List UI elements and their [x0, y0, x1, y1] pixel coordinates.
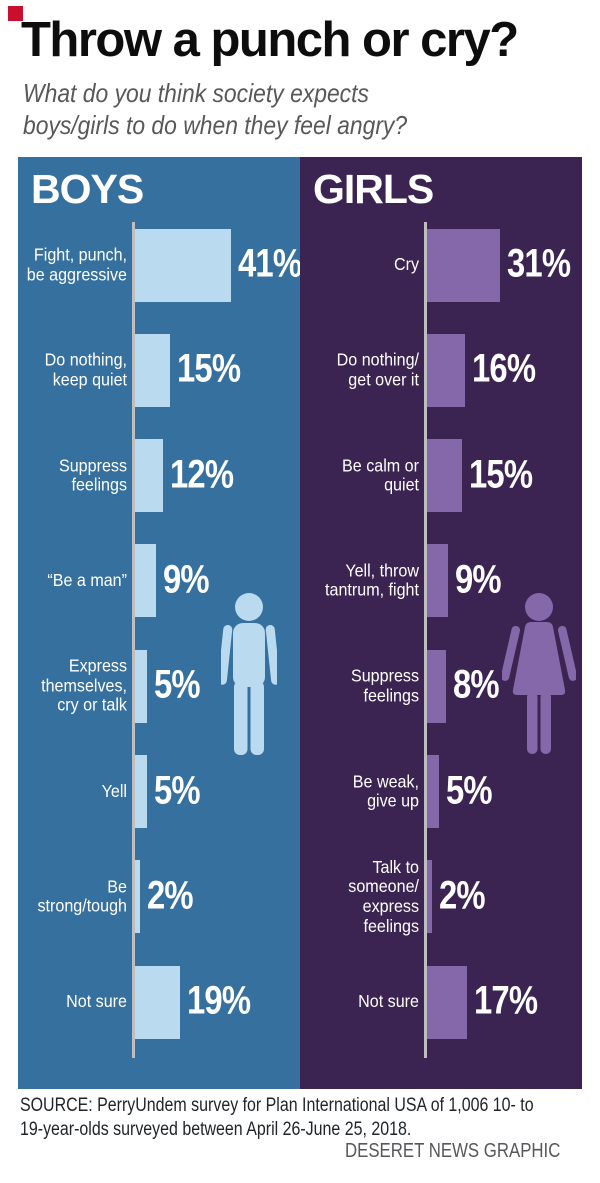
bar [426, 860, 432, 934]
value-label: 16% [471, 346, 536, 391]
value-label: 41% [237, 241, 302, 286]
source-note: SOURCE: PerryUndem survey for Plan Inter… [20, 1094, 534, 1142]
value-label: 5% [153, 662, 201, 707]
bar [134, 965, 180, 1039]
category-label: Do nothing/get over it [336, 349, 419, 390]
category-label: Be weak, give up [352, 770, 419, 811]
subtitle-line-2: boys/girls to do when they feel angry? [23, 109, 408, 140]
value-label: 5% [153, 768, 201, 813]
value-label: 9% [162, 557, 210, 602]
bar [134, 860, 140, 934]
page-subtitle: What do you think society expects boys/g… [23, 78, 407, 141]
category-label: Not sure [66, 991, 127, 1012]
category-label: Cry [393, 254, 419, 275]
source-line-2: 19-year-olds surveyed between April 26-J… [20, 1118, 412, 1140]
category-label: Fight, punch, be aggressive [26, 244, 128, 284]
category-label: Express themselves, cry or talk [41, 655, 127, 715]
credit-line: DESERET NEWS GRAPHIC [344, 1140, 560, 1162]
page-title: Throw a punch or cry? [21, 13, 519, 67]
category-label: Yell [101, 780, 127, 801]
bar [426, 544, 448, 618]
category-label: Suppress feelings [350, 665, 419, 706]
value-label: 8% [452, 662, 500, 707]
bar [134, 333, 170, 407]
category-label: Suppress feelings [58, 455, 127, 495]
category-label: Yell, throw tantrum, fight [325, 560, 419, 600]
female-figure-icon [502, 593, 576, 754]
value-label: 17% [473, 978, 538, 1023]
male-figure-icon [221, 593, 277, 755]
bar [134, 649, 147, 723]
value-label: 15% [176, 346, 241, 391]
axis-line-girls [423, 222, 427, 1058]
bar [134, 439, 163, 513]
source-line-1: SOURCE: PerryUndem survey for Plan Inter… [20, 1095, 534, 1116]
value-label: 31% [506, 241, 571, 286]
brand-mark-square [8, 6, 23, 21]
value-label: 9% [454, 557, 502, 602]
category-label: “Be a man” [47, 570, 127, 591]
value-label: 15% [468, 452, 533, 497]
panel-title-boys: BOYS [31, 166, 144, 212]
bar [426, 228, 500, 302]
bar [134, 544, 156, 618]
value-label: 12% [169, 452, 234, 497]
value-label: 19% [186, 978, 251, 1023]
category-label: Be strong/tough [37, 876, 127, 916]
axis-line-boys [131, 222, 135, 1058]
panel-title-girls: GIRLS [313, 166, 434, 212]
bar [426, 439, 462, 513]
bar [426, 649, 446, 723]
value-label: 5% [445, 768, 493, 813]
value-label: 2% [146, 873, 194, 918]
bar [426, 755, 439, 828]
bar [134, 755, 147, 828]
category-label: Be calm or quiet [342, 455, 419, 495]
panel-girls: GIRLS Cry 31% Do nothing/get over it 16% Be … [300, 157, 582, 1089]
value-label: 2% [438, 873, 486, 918]
category-label: Talk to someone/express feelings [348, 856, 419, 936]
bar [426, 333, 465, 407]
category-label: Do nothing, keep quiet [44, 349, 127, 390]
category-label: Not sure [358, 991, 419, 1012]
bar [134, 228, 231, 302]
subtitle-line-1: What do you think society expects [23, 78, 369, 108]
bar [426, 965, 467, 1039]
panel-boys: BOYS Fight, punch, be aggressive 41% Do not… [18, 157, 302, 1089]
